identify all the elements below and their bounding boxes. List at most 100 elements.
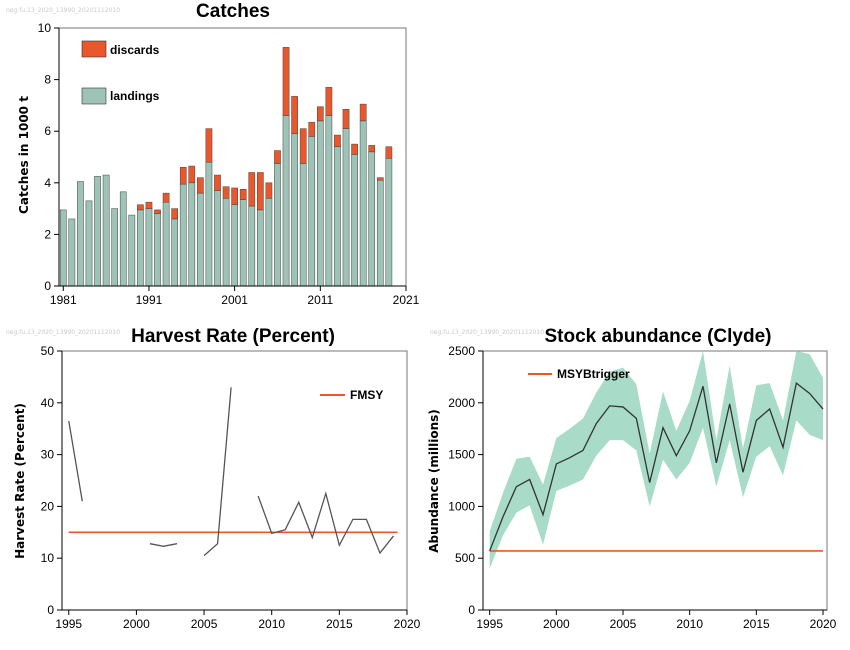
bar-discards xyxy=(342,109,350,129)
bar-discards xyxy=(214,174,221,191)
bar-landings xyxy=(274,163,281,287)
bar-landings xyxy=(385,158,393,287)
legend-label-discards: discards xyxy=(110,43,160,57)
harvest-rate-x-tick-label: 2000 xyxy=(123,617,150,631)
bar-landings xyxy=(376,179,384,287)
harvest-rate-y-tick-label: 50 xyxy=(41,344,55,358)
bar-discards xyxy=(325,87,333,116)
bar-discards xyxy=(291,96,298,135)
bar-landings xyxy=(248,205,256,287)
bar-landings xyxy=(154,213,161,287)
harvest-rate-y-tick-label: 20 xyxy=(41,499,55,513)
bar-landings xyxy=(171,218,179,287)
catches-title: Catches xyxy=(196,1,270,22)
bar-landings xyxy=(94,176,101,287)
catches-y-tick-label: 8 xyxy=(44,73,51,87)
legend-label-fmsy: FMSY xyxy=(350,388,383,402)
bar-landings xyxy=(299,163,307,287)
stock-abundance-x-tick-label: 2000 xyxy=(543,617,570,631)
harvest-rate-axes: 1995 2000 2005 2010 2015 2020 0 10 20 30 40 50 xyxy=(41,344,421,631)
bar-landings xyxy=(316,120,324,287)
bar-discards xyxy=(231,187,238,205)
bar-discards xyxy=(257,172,264,211)
bar-discards xyxy=(145,201,153,209)
harvest-rate-chart: neg.fu.13_2020_13990_20201112010 Harvest… xyxy=(6,326,421,631)
bar-landings xyxy=(334,146,341,287)
abundance-estimate-line xyxy=(489,381,824,552)
bar-discards xyxy=(316,106,324,122)
catches-chart: neg.fu.13_2020_13990_20201112010 Catches… xyxy=(6,1,420,307)
stock-abundance-legend: MSYBtrigger xyxy=(528,367,630,381)
catches-x-tick-label: 1981 xyxy=(50,293,77,307)
bar-landings xyxy=(197,192,204,287)
harvest-rate-legend: FMSY xyxy=(320,388,383,402)
abundance-confidence-band xyxy=(489,351,823,569)
bar-discards xyxy=(299,128,307,164)
catches-y-tick-label: 6 xyxy=(44,124,51,138)
stock-abundance-y-tick-label: 2500 xyxy=(448,344,475,358)
catches-axes: 1981 1991 2001 2011 2021 0 2 4 6 8 10 xyxy=(38,21,420,307)
stock-abundance-x-tick-label: 2010 xyxy=(676,617,703,631)
legend-label-msybtrigger: MSYBtrigger xyxy=(557,367,630,381)
harvest-rate-x-tick-label: 2005 xyxy=(191,617,218,631)
bar-landings xyxy=(359,120,367,287)
bar-discards xyxy=(154,209,161,215)
stock-abundance-title: Stock abundance (Clyde) xyxy=(545,326,772,347)
stock-abundance-x-tick-label: 2020 xyxy=(810,617,837,631)
bar-landings xyxy=(308,136,316,287)
harvest-rate-y-tick-label: 10 xyxy=(41,551,55,565)
harvest-rate-y-axis-label: Harvest Rate (Percent) xyxy=(13,403,27,559)
stock-abundance-axes: 1995 2000 2005 2010 2015 2020 0 500 1000 1500 2000… xyxy=(448,344,836,631)
bar-landings xyxy=(85,200,93,287)
bar-discards xyxy=(385,146,393,159)
bar-landings xyxy=(351,154,358,287)
bar-landings xyxy=(257,209,264,287)
stock-abundance-x-tick-label: 2015 xyxy=(743,617,770,631)
stock-abundance-y-tick-label: 1500 xyxy=(448,448,475,462)
bar-landings xyxy=(239,199,247,287)
catches-x-tick-label: 2001 xyxy=(221,293,248,307)
harvest-rate-series-line xyxy=(257,491,394,555)
bar-discards xyxy=(282,47,290,116)
bar-discards xyxy=(359,103,367,122)
stock-abundance-x-tick-label: 1995 xyxy=(476,617,503,631)
bar-landings xyxy=(111,208,119,287)
bar-discards xyxy=(351,143,358,155)
harvest-rate-x-tick-label: 2010 xyxy=(258,617,285,631)
catches-x-tick-label: 2011 xyxy=(307,293,333,307)
bar-discards xyxy=(334,134,341,147)
abundance-estimate-polyline xyxy=(489,381,824,552)
catches-y-tick-label: 10 xyxy=(38,21,52,35)
catches-watermark: neg.fu.13_2020_13990_20201112010 xyxy=(6,7,120,14)
stock-abundance-x-tick-label: 2005 xyxy=(610,617,637,631)
bar-landings xyxy=(222,198,230,287)
bar-landings xyxy=(128,214,136,287)
legend-label-landings: landings xyxy=(110,89,160,103)
bar-landings xyxy=(102,174,110,287)
bar-discards xyxy=(239,189,247,200)
bar-discards xyxy=(162,192,170,203)
bar-discards xyxy=(368,145,376,153)
bar-landings xyxy=(282,115,290,287)
harvest-rate-lines xyxy=(68,387,394,557)
bar-discards xyxy=(248,172,256,207)
bar-discards xyxy=(274,150,281,164)
bar-landings xyxy=(342,128,350,287)
stock-abundance-y-tick-label: 1000 xyxy=(448,499,475,513)
harvest-rate-watermark: neg.fu.13_2020_13990_20201112010 xyxy=(6,329,120,336)
legend-swatch-landings xyxy=(81,87,107,105)
bar-landings xyxy=(188,182,196,287)
bar-discards xyxy=(376,177,384,181)
bar-discards xyxy=(205,128,213,163)
bar-landings xyxy=(231,204,238,287)
bar-discards xyxy=(197,177,204,194)
bar-landings xyxy=(291,133,298,287)
harvest-rate-series-line xyxy=(149,543,178,547)
bar-landings xyxy=(325,115,333,287)
bar-landings xyxy=(145,208,153,287)
catches-y-tick-label: 4 xyxy=(44,176,51,190)
harvest-rate-y-tick-label: 0 xyxy=(47,603,54,617)
bar-landings xyxy=(77,181,84,287)
harvest-rate-y-tick-label: 30 xyxy=(41,448,55,462)
